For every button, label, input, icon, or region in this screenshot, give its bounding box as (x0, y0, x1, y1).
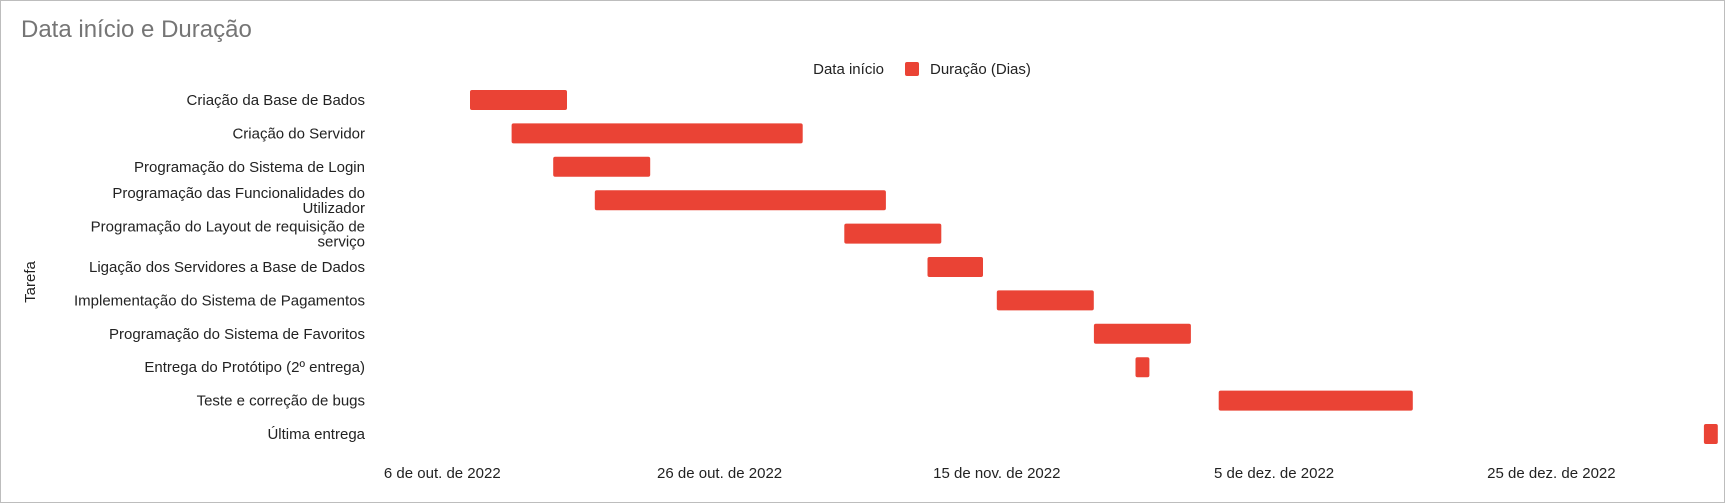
legend: Data início Duração (Dias) (813, 61, 1031, 78)
duration-bar (844, 223, 942, 244)
duration-bar (927, 257, 983, 277)
bars (470, 90, 1718, 444)
category-label: Última entrega (267, 426, 365, 443)
category-label: Programação do Sistema de Favoritos (109, 326, 365, 343)
category-label: Programação do Layout de requisição de se… (91, 219, 365, 251)
x-tick-label: 6 de out. de 2022 (384, 465, 501, 482)
duration-bar (511, 123, 803, 144)
legend-entry-duration: Duração (Dias) (930, 61, 1031, 78)
chart-title: Data início e Duração (21, 16, 252, 43)
duration-bar (996, 290, 1094, 311)
legend-entry-start: Data início (813, 61, 884, 78)
duration-bar (1218, 390, 1413, 411)
duration-bar (1703, 424, 1718, 444)
x-tick-label: 25 de dez. de 2022 (1487, 465, 1615, 482)
legend-swatch-duration (905, 62, 919, 76)
category-label: Implementação do Sistema de Pagamentos (74, 292, 365, 309)
duration-bar (470, 90, 567, 110)
category-label: Teste e correção de bugs (197, 393, 365, 410)
duration-bar (553, 156, 651, 177)
duration-bar (1093, 323, 1191, 344)
x-tick-label: 5 de dez. de 2022 (1214, 465, 1334, 482)
category-label: Programação do Sistema de Login (134, 159, 365, 176)
category-labels: Criação da Base de Bados Criação do Servi… (74, 92, 366, 443)
duration-bar (594, 190, 886, 211)
category-label: Entrega do Protótipo (2º entrega) (144, 359, 365, 376)
category-label: Criação do Servidor (232, 125, 365, 142)
x-tick-label: 15 de nov. de 2022 (933, 465, 1060, 482)
x-tick-label: 26 de out. de 2022 (657, 465, 782, 482)
category-label: Criação da Base de Bados (187, 92, 365, 109)
category-label: Ligação dos Servidores a Base de Dados (89, 259, 365, 276)
x-axis-ticks: 6 de out. de 2022 26 de out. de 2022 15 de… (384, 465, 1616, 482)
duration-bar (1135, 357, 1150, 378)
category-label: Programação das Funcionalidades do Utiliz… (112, 185, 365, 217)
y-axis-title: Tarefa (22, 261, 39, 303)
